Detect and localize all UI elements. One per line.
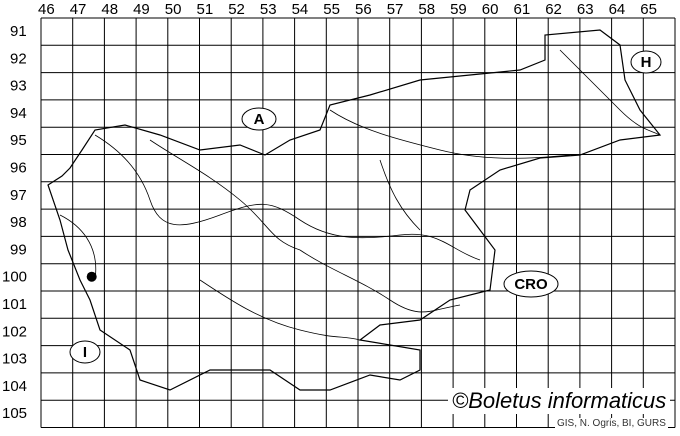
column-label: 62 [545,1,562,18]
row-label: 95 [10,132,27,149]
country-border [47,29,662,391]
column-label: 53 [260,1,277,18]
column-label: 63 [577,1,594,18]
column-label: 60 [482,1,499,18]
column-label: 57 [387,1,404,18]
column-label: 51 [197,1,214,18]
row-label: 91 [10,23,27,40]
grid [40,17,676,428]
column-label: 55 [323,1,340,18]
source-text: GIS, N. Ogris, BI, GURS [555,418,668,429]
column-label: 65 [640,1,657,18]
column-labels: 46 47 48 49 50 51 52 53 54 55 56 57 58 59 60 61 62 63 64 65 [38,1,657,18]
rivers [59,49,661,341]
column-label: 64 [609,1,626,18]
row-label: 103 [2,351,27,368]
credit-text: ©Boletus informaticus [448,388,671,414]
row-label: 98 [10,214,27,231]
row-label: 101 [2,296,27,313]
country-marker-a: A [241,107,277,131]
row-label: 94 [10,105,27,122]
row-label: 99 [10,241,27,258]
row-label: 104 [2,378,27,395]
svg-text:CRO: CRO [514,276,548,293]
row-labels: 91 92 93 94 95 96 97 98 99 100 101 102 103 104 105 [2,23,27,422]
column-label: 52 [228,1,245,18]
column-label: 56 [355,1,372,18]
svg-text:I: I [83,344,87,361]
column-label: 46 [38,1,55,18]
row-label: 105 [2,405,27,422]
column-label: 59 [450,1,467,18]
column-label: 50 [165,1,182,18]
svg-text:A: A [254,111,265,128]
column-label: 61 [514,1,531,18]
row-label: 96 [10,160,27,177]
row-label: 102 [2,323,27,340]
column-label: 54 [292,1,309,18]
country-marker-cro: CRO [503,270,559,298]
country-marker-h: H [630,50,662,74]
row-label: 100 [2,269,27,286]
column-label: 48 [101,1,118,18]
row-label: 92 [10,50,27,67]
occurrence-point [86,271,97,282]
row-label: 97 [10,187,27,204]
svg-text:H: H [641,54,652,71]
column-label: 58 [418,1,435,18]
row-label: 93 [10,78,27,95]
column-label: 47 [70,1,87,18]
country-marker-i: I [69,340,101,364]
column-label: 49 [133,1,150,18]
